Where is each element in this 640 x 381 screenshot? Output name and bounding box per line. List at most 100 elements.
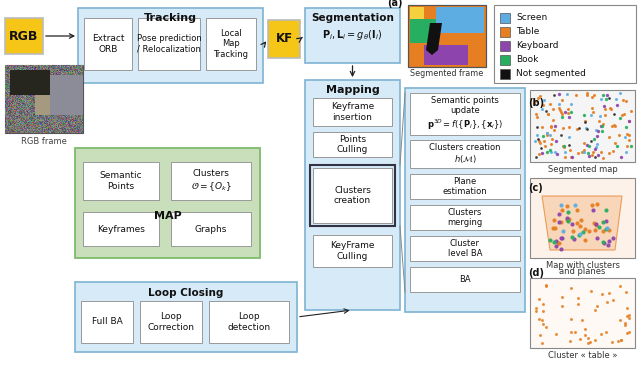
Point [582,126,592,132]
Point [610,123,620,129]
Point [596,331,606,337]
Point [545,101,555,107]
Point [532,124,542,130]
Point [537,106,547,112]
Point [556,235,566,241]
Bar [410,93,520,135]
Bar [410,7,424,19]
Text: Screen: Screen [516,13,547,22]
Point [549,127,559,133]
Text: (c): (c) [528,183,543,193]
Point [541,132,552,138]
Point [593,224,604,231]
Bar [171,212,251,246]
Point [530,98,540,104]
Bar [408,5,486,67]
Point [593,201,603,207]
Point [534,151,545,157]
Point [574,232,584,238]
Point [582,92,592,98]
Point [565,338,575,344]
Point [564,216,574,222]
Point [615,115,625,121]
Point [552,151,563,157]
Bar [83,212,159,246]
Text: $\mathbf{P}_i, \mathbf{L}_i = g_\theta(\mathbf{I}_i)$: $\mathbf{P}_i, \mathbf{L}_i = g_\theta(\… [323,28,383,42]
Text: Loop Closing: Loop Closing [148,288,224,298]
Point [586,288,596,294]
Point [592,133,602,139]
Bar [81,301,133,343]
Point [597,291,607,297]
Text: Extract
ORB: Extract ORB [92,34,124,54]
Point [611,96,621,102]
Point [571,91,581,98]
Bar [75,282,297,352]
Text: KeyFrame
Culling: KeyFrame Culling [330,241,375,261]
Text: Keyframes: Keyframes [97,224,145,234]
Point [554,211,564,217]
Point [612,338,623,344]
Text: RGB: RGB [10,29,38,43]
Point [597,92,607,98]
Point [557,207,568,213]
Point [554,219,564,225]
Point [589,307,600,313]
Point [579,147,589,153]
Point [579,140,589,146]
Point [607,123,618,129]
Point [565,285,575,291]
Point [580,326,590,332]
Point [624,117,634,123]
Text: RGB frame: RGB frame [21,136,67,146]
Point [542,130,552,136]
Point [609,111,620,117]
Point [575,231,586,237]
Point [545,237,555,243]
Point [621,330,632,336]
Point [598,239,609,245]
Text: Clusters
creation: Clusters creation [334,186,371,205]
Bar [500,55,510,65]
Point [616,112,627,118]
Point [573,301,584,307]
Bar [410,19,436,43]
Point [529,138,540,144]
Text: Semantic
Points: Semantic Points [100,171,142,191]
Point [626,142,636,149]
Text: Not segmented: Not segmented [516,69,586,78]
Point [587,94,597,100]
Text: Keyboard: Keyboard [516,42,559,51]
Point [591,222,602,228]
Point [609,122,619,128]
Point [560,109,570,115]
Point [614,132,624,138]
Bar [5,18,43,54]
Point [583,335,593,341]
Point [612,102,622,108]
Point [593,128,603,134]
Point [577,149,587,155]
Point [604,134,614,141]
Text: (b): (b) [528,98,544,108]
Point [602,242,612,248]
Point [563,106,573,112]
Point [552,138,562,144]
Point [596,123,607,129]
Point [534,316,545,322]
Text: Clusters
$\mathcal{O} = \{O_k\}$: Clusters $\mathcal{O} = \{O_k\}$ [191,169,232,193]
Bar [313,235,392,267]
Point [567,234,577,240]
Bar [171,162,251,200]
Point [605,105,615,111]
Point [621,149,631,155]
Bar [436,7,484,33]
Point [562,215,572,221]
Point [563,209,573,215]
Text: (a): (a) [387,0,403,8]
Point [602,299,612,305]
Point [557,235,567,241]
Point [559,143,570,149]
Point [583,150,593,156]
Point [538,308,548,314]
